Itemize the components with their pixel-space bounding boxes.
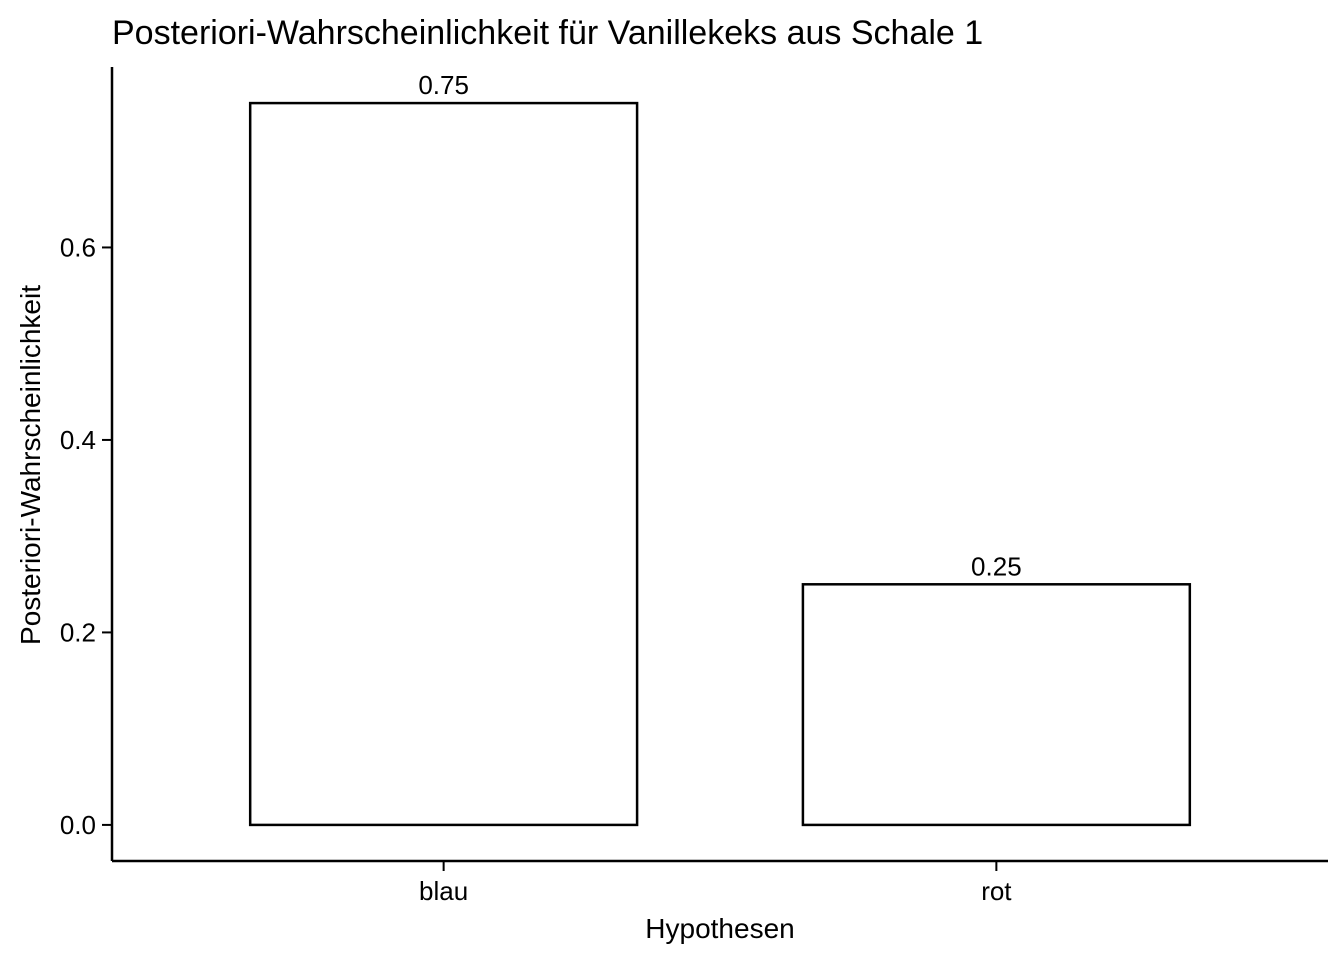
x-tick-label-blau: blau [419,876,468,906]
data-label-rot: 0.25 [971,551,1022,581]
chart-title: Posteriori-Wahrscheinlichkeit für Vanill… [112,14,983,52]
bar-blau [248,101,639,827]
x-axis-title: Hypothesen [645,913,794,944]
bar-rot [801,583,1192,827]
y-tick-label: 0.4 [60,425,96,455]
y-tick-label: 0.2 [60,617,96,647]
plot-area: 0.75 0.25 [248,70,1192,827]
y-axis-title: Posteriori-Wahrscheinlichkeit [15,285,46,645]
data-label-blau: 0.75 [418,70,469,100]
x-tick-label-rot: rot [981,876,1012,906]
y-tick-label: 0.0 [60,810,96,840]
y-tick-label: 0.6 [60,232,96,262]
x-axis-ticks: blau rot [419,861,1012,906]
y-axis-ticks: 0.0 0.2 0.4 0.6 [60,232,112,840]
